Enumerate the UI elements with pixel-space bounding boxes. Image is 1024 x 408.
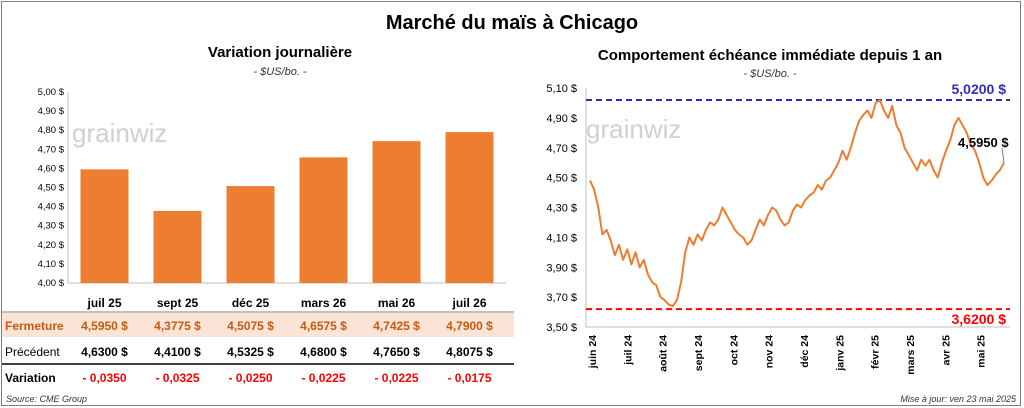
table-cell: - 0,0225 xyxy=(374,371,418,385)
y-tick-label: 4,10 $ xyxy=(38,259,65,270)
table-row-label: Variation xyxy=(5,371,56,385)
x-tick-label: juil 24 xyxy=(622,335,634,366)
x-tick-label: mai 25 xyxy=(976,335,988,368)
table-cell: 4,5325 $ xyxy=(227,345,274,359)
table-cell: 4,5950 $ xyxy=(81,319,128,333)
y-tick-label: 4,30 $ xyxy=(38,221,65,232)
table-cell: 4,8075 $ xyxy=(446,345,493,359)
y-tick-label: 4,10 $ xyxy=(546,232,577,244)
y-tick-label: 4,00 $ xyxy=(38,278,65,289)
table-cell: 4,7425 $ xyxy=(373,319,420,333)
left-bar-chart: 4,00 $ 4,10 $ 4,20 $ 4,30 $ 4,40 $ 4,50 $ 4,60… xyxy=(2,87,514,385)
last-value-leader xyxy=(1001,147,1005,163)
x-tick-label: sept 24 xyxy=(693,335,705,371)
table-cell: 4,6300 $ xyxy=(81,345,128,359)
table-cell: 4,3775 $ xyxy=(154,319,201,333)
x-category-label: juil 25 xyxy=(86,296,121,310)
y-tick-label: 3,50 $ xyxy=(546,322,577,334)
x-category-label: déc 25 xyxy=(232,296,270,310)
y-tick-label: 4,80 $ xyxy=(38,125,65,136)
table-cell: - 0,0225 xyxy=(301,371,345,385)
bar xyxy=(153,210,202,283)
table-cell: 4,5075 $ xyxy=(227,319,274,333)
table-row-label: Fermeture xyxy=(5,319,64,333)
y-tick-label: 3,70 $ xyxy=(546,292,577,304)
right-chart-unit: - $US/bo. - xyxy=(743,68,797,80)
left-chart-unit: - $US/bo. - xyxy=(253,66,307,78)
x-category-label: mars 26 xyxy=(301,296,347,310)
y-tick-label: 4,30 $ xyxy=(546,203,577,215)
x-tick-label: oct 24 xyxy=(728,335,740,366)
table-cell: - 0,0350 xyxy=(82,371,126,385)
reference-line-label: 3,6200 $ xyxy=(952,311,1007,327)
price-line xyxy=(589,99,1005,308)
x-tick-label: avr 25 xyxy=(940,335,952,366)
x-tick-label: mars 25 xyxy=(905,335,917,375)
fermeture-row-bg xyxy=(2,313,514,337)
bar xyxy=(372,141,421,283)
bar xyxy=(80,169,129,283)
left-chart-title: Variation journalière xyxy=(207,44,353,61)
y-tick-label: 3,90 $ xyxy=(546,262,577,274)
table-cell: 4,6800 $ xyxy=(300,345,347,359)
y-tick-label: 5,00 $ xyxy=(38,87,65,98)
table-cell: 4,4100 $ xyxy=(154,345,201,359)
x-tick-label: févr 25 xyxy=(870,335,882,369)
x-tick-label: déc 24 xyxy=(799,335,811,368)
bar xyxy=(299,157,348,283)
right-line-chart: 3,50 $ 3,70 $ 3,90 $ 4,10 $ 4,30 $ 4,50 $ 4,70… xyxy=(546,81,1010,375)
table-cell: 4,7650 $ xyxy=(373,345,420,359)
x-tick-label: août 24 xyxy=(658,335,670,372)
bar xyxy=(445,132,494,283)
x-tick-label: nov 24 xyxy=(764,335,776,368)
table-cell: - 0,0250 xyxy=(228,371,272,385)
table-cell: 4,7900 $ xyxy=(446,319,493,333)
table-cell: 4,6575 $ xyxy=(300,319,347,333)
watermark-logo: grainwiz xyxy=(586,114,681,144)
y-tick-label: 4,60 $ xyxy=(38,163,65,174)
y-tick-label: 4,50 $ xyxy=(38,183,65,194)
table-cell: - 0,0325 xyxy=(155,371,199,385)
y-tick-label: 4,20 $ xyxy=(38,240,65,251)
x-category-label: sept 25 xyxy=(157,296,199,310)
watermark-logo: grainwiz xyxy=(72,118,167,148)
page-title: Marché du maïs à Chicago xyxy=(385,12,639,34)
y-tick-label: 4,90 $ xyxy=(38,106,65,117)
table-cell: - 0,0175 xyxy=(447,371,491,385)
update-note: Mise à jour: ven 23 mai 2025 xyxy=(900,394,1016,404)
y-tick-label: 4,50 $ xyxy=(546,173,577,185)
x-tick-label: janv 25 xyxy=(834,335,846,372)
x-category-label: mai 26 xyxy=(378,296,416,310)
y-tick-label: 4,90 $ xyxy=(546,113,577,125)
bar xyxy=(226,186,275,283)
last-value-label: 4,5950 $ xyxy=(958,135,1009,150)
y-tick-label: 4,70 $ xyxy=(38,144,65,155)
reference-line-label: 5,0200 $ xyxy=(952,81,1007,97)
x-category-label: juil 26 xyxy=(451,296,486,310)
y-tick-label: 4,40 $ xyxy=(38,202,65,213)
y-tick-label: 5,10 $ xyxy=(546,83,577,95)
table-row-label: Précédent xyxy=(5,345,60,359)
source-note: Source: CME Group xyxy=(6,394,88,404)
right-chart-title: Comportement échéance immédiate depuis 1… xyxy=(597,47,943,64)
y-tick-label: 4,70 $ xyxy=(546,143,577,155)
x-tick-label: juin 24 xyxy=(587,335,599,369)
